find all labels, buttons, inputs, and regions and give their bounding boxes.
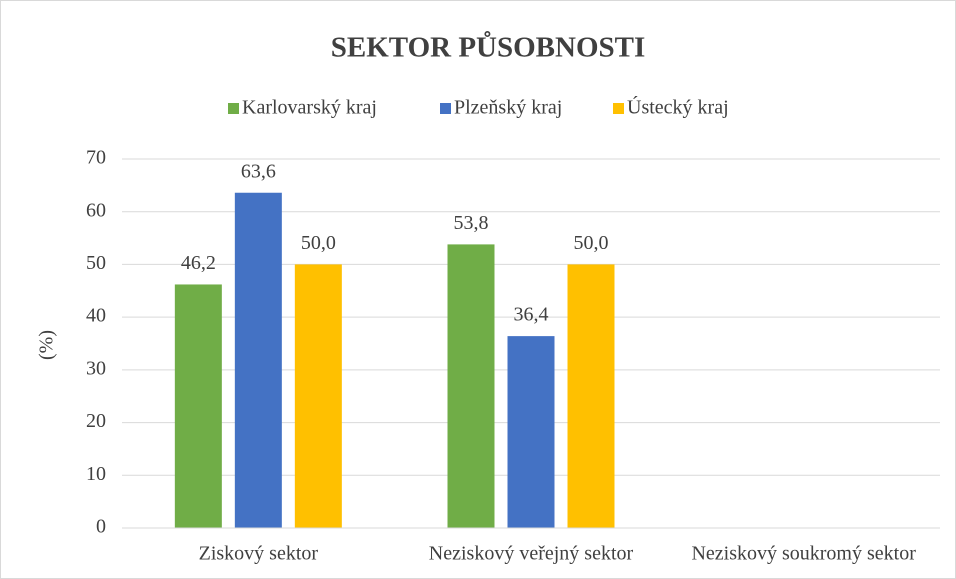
y-tick-label: 20	[86, 410, 106, 432]
x-tick-label: Neziskový veřejný sektor	[429, 543, 634, 565]
y-tick-label: 50	[86, 252, 106, 274]
y-tick-label: 60	[86, 199, 106, 221]
x-tick-label: Neziskový soukromý sektor	[691, 543, 916, 565]
y-tick-label: 40	[86, 305, 106, 327]
data-label: 50,0	[301, 232, 336, 254]
data-label: 53,8	[454, 212, 489, 234]
bar	[567, 264, 615, 528]
legend-label: Ústecký kraj	[627, 95, 729, 119]
legend-label: Karlovarský kraj	[242, 97, 377, 119]
data-label: 36,4	[514, 304, 549, 326]
legend-swatch	[440, 103, 451, 114]
y-tick-label: 30	[86, 357, 106, 379]
y-axis-label: (%)	[36, 330, 58, 360]
y-tick-label: 70	[86, 147, 106, 169]
legend-swatch	[228, 103, 239, 114]
data-label: 46,2	[181, 252, 216, 274]
x-tick-label: Ziskový sektor	[199, 543, 319, 565]
bar	[294, 264, 342, 528]
chart-title: SEKTOR PŮSOBNOSTI	[331, 30, 646, 64]
y-tick-label: 10	[86, 463, 106, 485]
data-label: 50,0	[574, 232, 609, 254]
bar	[174, 284, 222, 528]
bar	[447, 244, 495, 528]
bar	[234, 192, 282, 529]
data-label: 63,6	[241, 160, 276, 182]
legend-swatch	[613, 103, 624, 114]
legend-label: Plzeňský kraj	[454, 97, 562, 119]
bar	[507, 336, 555, 528]
y-tick-label: 0	[96, 516, 106, 538]
